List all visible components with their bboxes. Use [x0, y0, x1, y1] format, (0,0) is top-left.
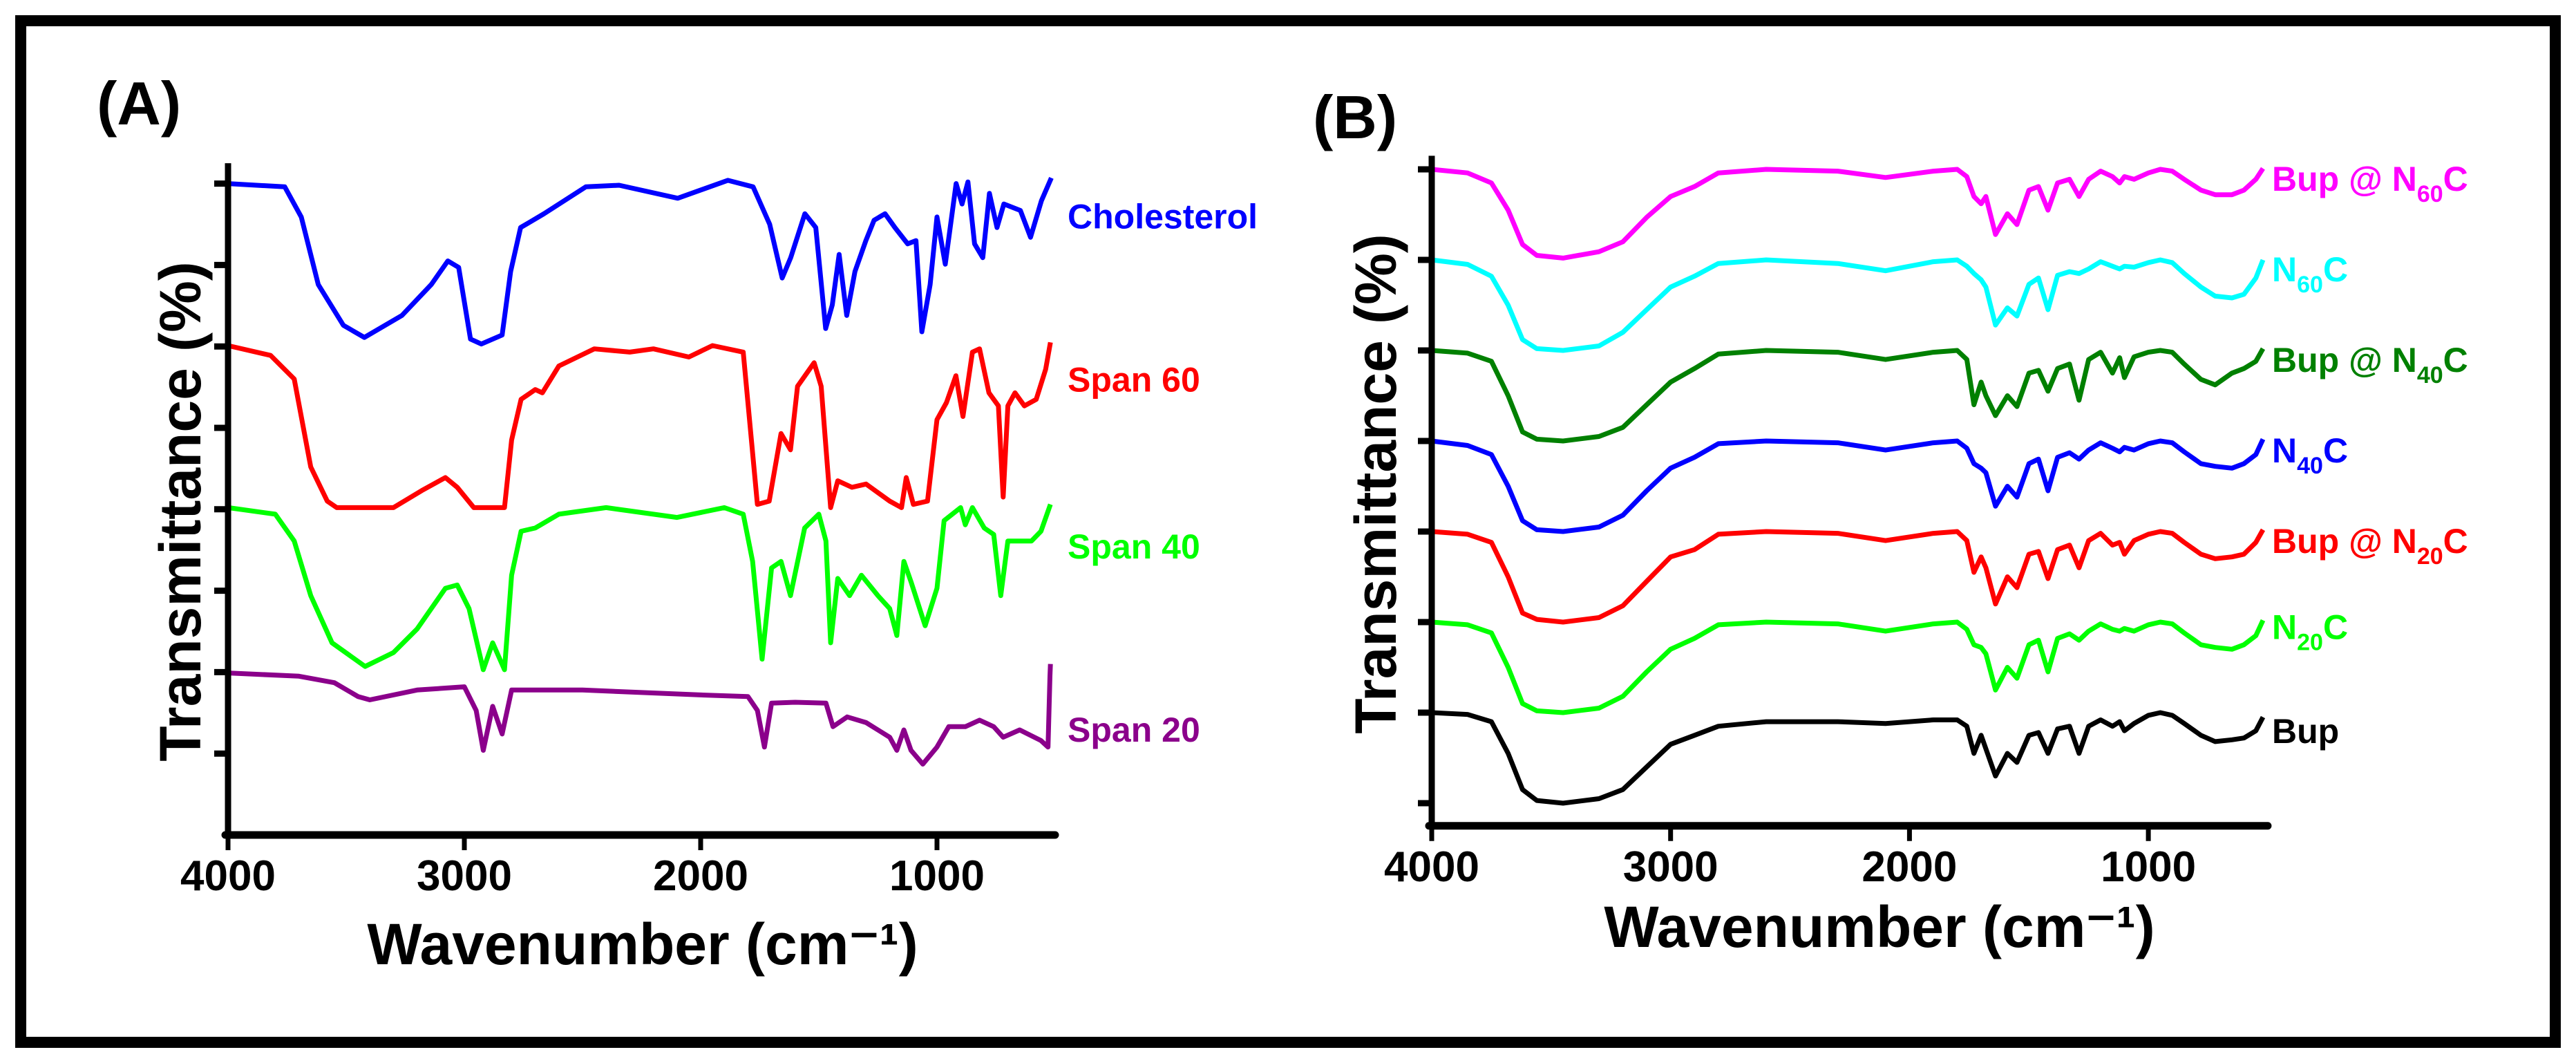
series-label-span-60: Span 60 — [1068, 360, 1200, 399]
series-label-n40c: N40C — [2272, 431, 2348, 479]
series-line-bup-n20c — [1431, 528, 2266, 625]
x-tick-label: 4000 — [1384, 843, 1479, 891]
panel-b-x-axis-title: Wavenumber (cm⁻¹) — [1604, 894, 2154, 959]
series-line-bup-n40c — [1431, 347, 2266, 444]
series-line-n20c — [1431, 619, 2266, 715]
panel-a: (A) Transmittance (%) Wavenumber (cm⁻¹) … — [97, 69, 1258, 977]
series-line-span-60 — [227, 341, 1053, 510]
series-line-n40c — [1431, 438, 2266, 534]
series-line-span-40 — [227, 503, 1053, 673]
series-line-span-20 — [227, 664, 1053, 767]
series-label-bup-n60c: Bup @ N60C — [2272, 160, 2468, 207]
x-tick-label: 2000 — [653, 852, 748, 900]
x-tick-label: 1000 — [2101, 843, 2196, 891]
series-label-bup: Bup — [2272, 712, 2339, 751]
series-label-bup-n20c: Bup @ N20C — [2272, 522, 2468, 570]
panel-a-x-axis-title: Wavenumber (cm⁻¹) — [367, 912, 918, 977]
series-line-cholesterol — [227, 177, 1054, 347]
series-label-n60c: N60C — [2272, 250, 2348, 298]
x-tick-label: 3000 — [1623, 843, 1718, 891]
x-tick-label: 2000 — [1862, 843, 1957, 891]
series-label-span-20: Span 20 — [1068, 711, 1200, 749]
panel-a-y-axis-title: Transmittance (%) — [148, 261, 213, 762]
series-label-cholesterol: Cholesterol — [1068, 198, 1258, 236]
figure-border — [15, 15, 2561, 1048]
series-label-n20c: N20C — [2272, 608, 2348, 656]
x-tick-label: 3000 — [417, 852, 512, 900]
x-tick-label: 4000 — [180, 852, 276, 900]
series-line-n60c — [1431, 257, 2266, 353]
panel-b: (B) Transmittance (%) Wavenumber (cm⁻¹) … — [1313, 83, 2468, 959]
panel-a-label: (A) — [97, 69, 181, 138]
series-label-span-40: Span 40 — [1068, 527, 1200, 566]
x-tick-label: 1000 — [889, 852, 985, 900]
series-line-bup — [1431, 710, 2266, 806]
series-label-bup-n40c: Bup @ N40C — [2272, 341, 2468, 388]
panel-b-label: (B) — [1313, 83, 1397, 151]
series-line-bup-n60c — [1431, 167, 2265, 261]
panel-b-y-axis-title: Transmittance (%) — [1343, 234, 1408, 734]
